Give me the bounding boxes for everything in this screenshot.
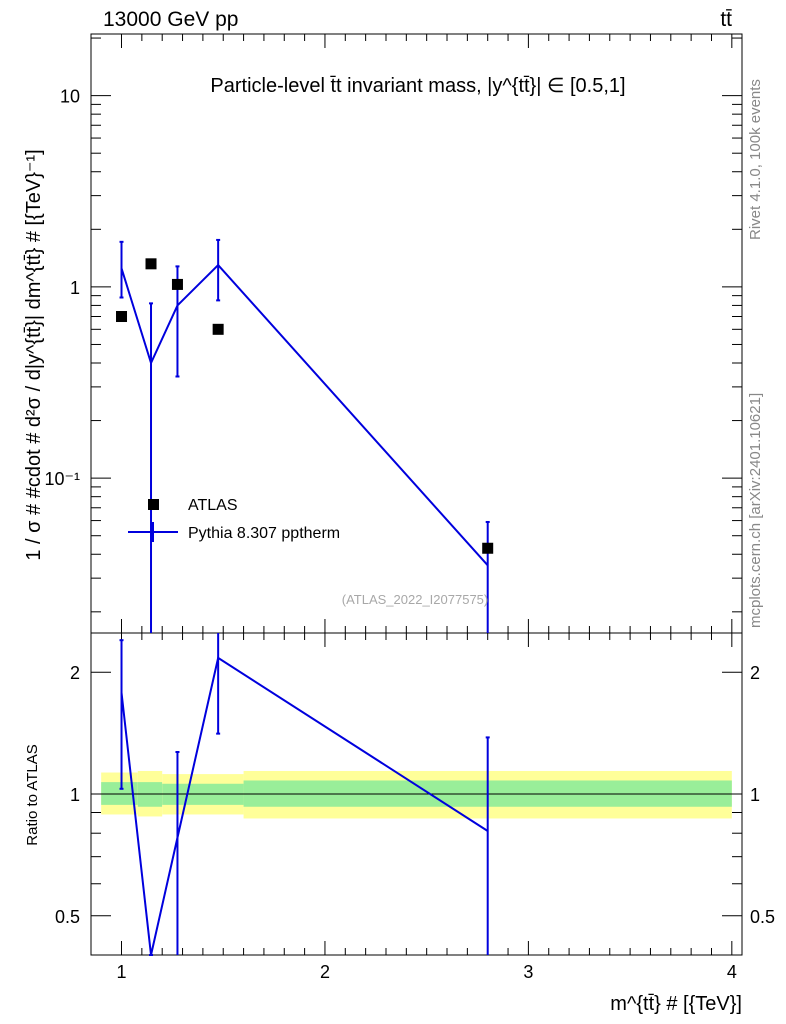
legend: ATLAS Pythia 8.307 pptherm — [128, 497, 340, 542]
data-layer — [101, 238, 732, 956]
x-axis-label: m^{tt̄} # [{TeV}] — [610, 993, 742, 1015]
side-label-source: mcplots.cern.ch [arXiv:2401.10621] — [747, 393, 764, 628]
legend-atlas-marker — [148, 499, 159, 510]
main-frame — [90, 33, 743, 634]
main-ylabel: 1 / σ # #cdot # d²σ / d|y^{tt̄}| dm^{tt̄… — [23, 149, 45, 560]
header-energy-label: 13000 GeV pp — [103, 8, 238, 31]
legend-atlas-label: ATLAS — [188, 497, 238, 514]
ratio-y-tick-label-right: 1 — [750, 785, 760, 805]
atlas-data-point — [145, 258, 157, 270]
side-label-version: Rivet 4.1.0, 100k events — [747, 79, 764, 240]
ratio-y-tick-label-right: 2 — [750, 663, 760, 683]
main-y-tick-label: 1 — [70, 278, 80, 298]
main-y-tick-label: 10 — [60, 87, 80, 107]
atlas-data-point — [171, 278, 183, 290]
ratio-bands — [101, 770, 732, 819]
watermark: (ATLAS_2022_I2077575) — [342, 592, 488, 607]
ratio-y-tick-label: 2 — [70, 663, 80, 683]
x-tick-label: 1 — [117, 962, 127, 982]
atlas-data-point — [116, 311, 128, 323]
x-tick-label: 3 — [523, 962, 533, 982]
axes-layer: 1 2 3 4 10 1 10⁻¹ 2 2 1 1 0.5 0.5 — [44, 33, 775, 982]
ratio-ylabel: Ratio to ATLAS — [24, 744, 41, 845]
ratio-y-tick-label-right: 0.5 — [750, 907, 775, 927]
ratio-y-tick-label: 1 — [70, 785, 80, 805]
x-tick-label: 2 — [320, 962, 330, 982]
uncertainty-band-1sigma — [101, 782, 138, 805]
pythia-line — [120, 263, 489, 567]
main-title: Particle-level t̄t invariant mass, |y^{t… — [210, 75, 625, 97]
ratio-y-tick-label: 0.5 — [55, 907, 80, 927]
legend-pythia-label: Pythia 8.307 pptherm — [188, 525, 340, 542]
header-process-label: tt̄ — [720, 8, 732, 31]
x-tick-label: 4 — [727, 962, 737, 982]
atlas-data-point — [212, 323, 224, 335]
main-y-tick-label: 10⁻¹ — [44, 469, 80, 489]
atlas-data-point — [482, 542, 494, 554]
